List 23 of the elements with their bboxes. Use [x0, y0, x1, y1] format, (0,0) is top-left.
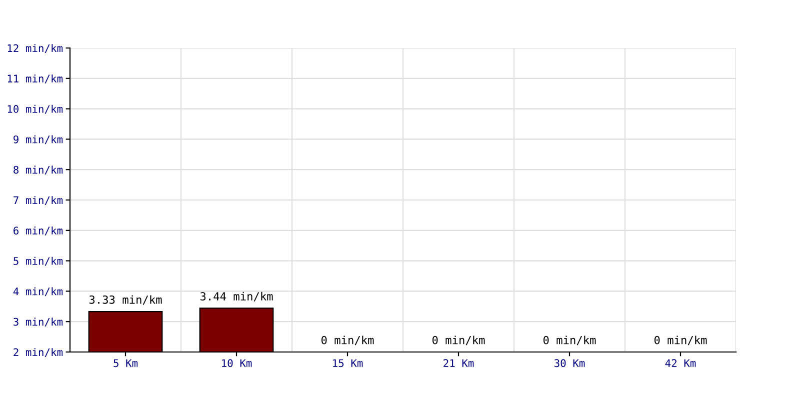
x-tick-label: 10 Km [222, 359, 252, 368]
text: 0 min/km [321, 336, 374, 346]
x-tick-label: 30 Km [554, 359, 585, 368]
data-label: 3.33 min/km [89, 295, 162, 305]
y-tick-label: 11 min/km [8, 74, 63, 84]
y-tick-label: 4 min/km [13, 287, 63, 296]
text: 0 min/km [654, 336, 707, 346]
y-tick-label: 8 min/km [14, 166, 63, 175]
x-tick-label: 5 Km [114, 359, 138, 368]
y-tick-label: 5 min/km [14, 256, 63, 266]
y-tick-label: 10 min/km [8, 104, 63, 114]
y-tick-label: 9 min/km [14, 135, 63, 144]
x-tick-label: 15 Km [333, 359, 363, 368]
x-tick-label: 21 Km [444, 359, 474, 367]
y-tick-label: 2 min/km [14, 348, 63, 357]
text: 0 min/km [432, 336, 485, 346]
y-tick-label: 7 min/km [14, 196, 63, 205]
y-tick-label: 3 min/km [14, 318, 63, 327]
y-tick-label: 12 min/km [8, 44, 63, 53]
data-label: 3.44 min/km [200, 292, 273, 302]
x-tick-label: 42 Km [665, 359, 696, 367]
y-tick-label: 6 min/km [14, 226, 63, 236]
text: 0 min/km [543, 336, 596, 346]
